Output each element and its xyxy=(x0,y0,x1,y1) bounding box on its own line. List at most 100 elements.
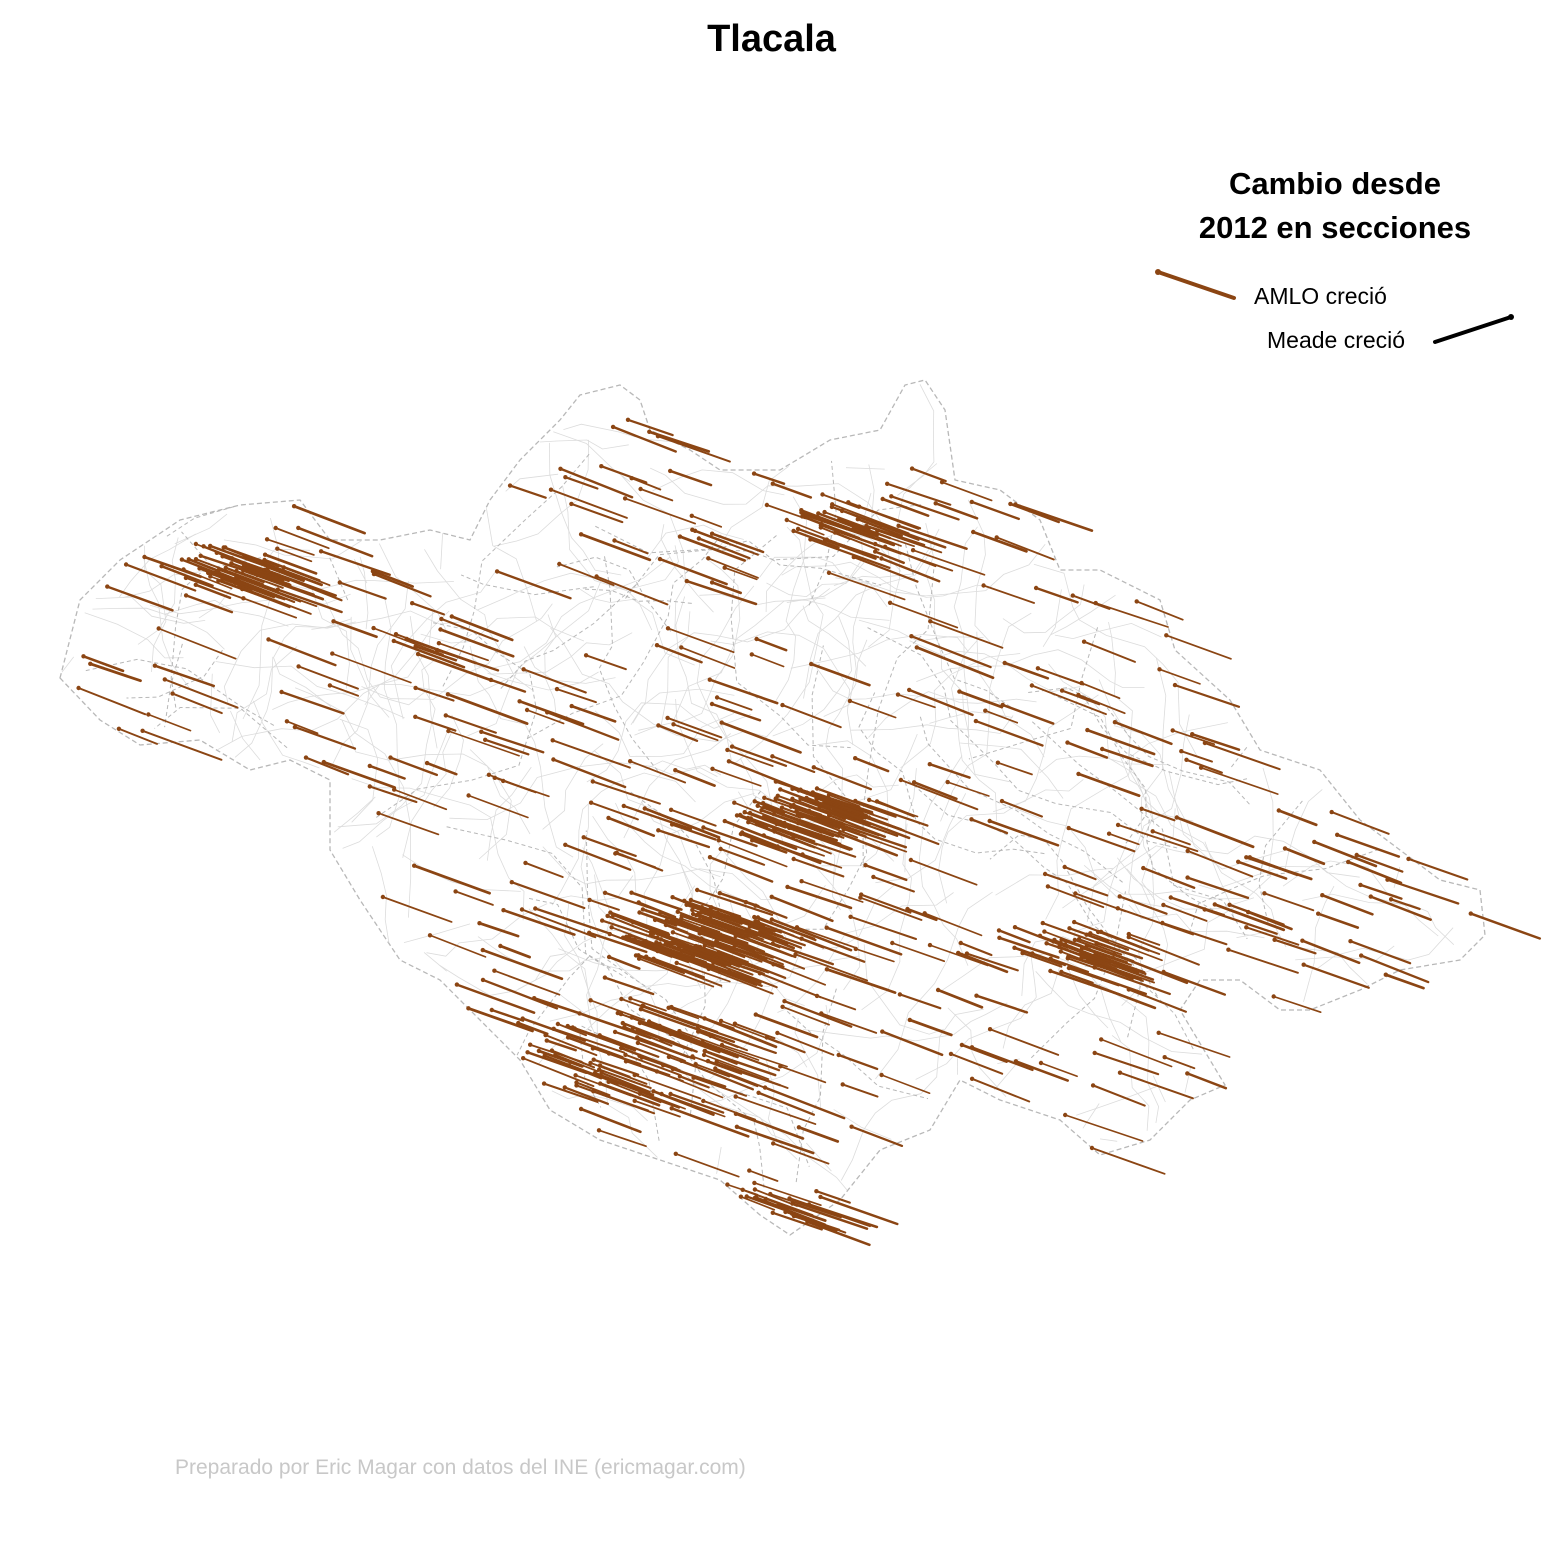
section-boundary xyxy=(1076,1087,1156,1116)
section-arrow-head xyxy=(735,916,739,920)
section-arrow-head xyxy=(1059,938,1063,942)
section-arrow xyxy=(860,898,921,920)
section-arrow-head xyxy=(1118,894,1122,898)
section-arrow-head xyxy=(756,915,760,919)
section-arrow xyxy=(873,877,914,892)
section-arrow xyxy=(962,1045,1007,1062)
section-boundary xyxy=(1043,589,1061,646)
section-boundary xyxy=(941,613,1032,821)
section-arrow-head xyxy=(628,996,632,1000)
section-boundary xyxy=(553,432,630,482)
section-arrow-head xyxy=(304,755,308,759)
section-arrow-head xyxy=(775,844,779,848)
section-arrow-head xyxy=(752,1181,756,1185)
section-arrow xyxy=(277,549,311,562)
section-arrow-head xyxy=(466,1006,470,1010)
section-arrow xyxy=(165,679,238,707)
municipal-boundary xyxy=(557,557,671,631)
section-arrow xyxy=(821,1013,876,1033)
section-arrow-head xyxy=(626,418,630,422)
legend-title: Cambio desde 2012 en secciones xyxy=(1170,162,1500,250)
section-arrow xyxy=(526,863,563,877)
section-arrow-head xyxy=(816,511,820,515)
section-arrow-head xyxy=(1244,925,1248,929)
section-arrow xyxy=(641,489,673,500)
section-arrow-head xyxy=(611,425,615,429)
section-arrow xyxy=(535,909,609,934)
section-arrow xyxy=(672,1007,734,1028)
section-boundary xyxy=(587,703,751,782)
section-arrow-head xyxy=(523,861,527,865)
section-arrow xyxy=(721,849,764,865)
section-arrow-head xyxy=(1135,599,1139,603)
section-arrow-head xyxy=(671,722,675,726)
section-arrow-head xyxy=(1116,823,1120,827)
section-arrow-head xyxy=(776,794,780,798)
section-boundary xyxy=(993,695,1098,812)
section-boundary xyxy=(424,952,447,971)
section-arrow-head xyxy=(1179,749,1183,753)
section-arrow-head xyxy=(727,929,731,933)
section-arrow-head xyxy=(1020,951,1024,955)
section-arrow-head xyxy=(563,843,567,847)
section-arrow-head xyxy=(157,626,161,630)
section-arrow-head xyxy=(372,572,376,576)
section-arrow-head xyxy=(635,1035,639,1039)
section-arrow-head xyxy=(671,930,675,934)
section-arrow-head xyxy=(693,529,697,533)
section-arrow-head xyxy=(825,926,829,930)
municipal-boundary xyxy=(585,589,692,603)
section-boundary xyxy=(699,594,889,620)
section-arrow-head xyxy=(756,920,760,924)
section-arrow xyxy=(1409,859,1468,880)
section-arrow-head xyxy=(880,1029,884,1033)
section-arrow-head xyxy=(748,924,752,928)
section-arrow-head xyxy=(780,806,784,810)
section-boundary xyxy=(1318,928,1454,969)
section-arrow-head xyxy=(587,898,591,902)
section-arrow-head xyxy=(707,967,711,971)
section-arrow xyxy=(414,866,489,894)
section-arrow-head xyxy=(739,832,743,836)
section-arrow-head xyxy=(827,571,831,575)
section-arrow-head xyxy=(428,933,432,937)
section-arrow-head xyxy=(521,667,525,671)
section-boundary xyxy=(224,622,355,704)
section-arrow-head xyxy=(799,879,803,883)
section-arrow-head xyxy=(780,1005,784,1009)
section-arrow-head xyxy=(592,1058,596,1062)
section-arrow xyxy=(591,1000,645,1020)
section-arrow-head xyxy=(694,913,698,917)
section-arrow xyxy=(973,532,1026,551)
section-arrow-head xyxy=(747,1168,751,1172)
section-arrow xyxy=(90,664,140,681)
section-arrow-head xyxy=(771,482,775,486)
section-arrows xyxy=(76,418,1539,1245)
section-arrow-head xyxy=(988,1027,992,1031)
section-arrow-head xyxy=(1013,502,1017,506)
section-arrow-head xyxy=(720,1043,724,1047)
section-arrow-head xyxy=(368,764,372,768)
section-boundary xyxy=(243,518,280,719)
section-arrow-head xyxy=(791,529,795,533)
section-arrow-head xyxy=(76,686,80,690)
section-arrow-head xyxy=(194,542,198,546)
section-arrow-head xyxy=(608,932,612,936)
section-arrow-head xyxy=(695,888,699,892)
section-arrow xyxy=(1079,774,1140,796)
section-arrow-head xyxy=(105,584,109,588)
section-boundary xyxy=(404,924,470,943)
section-arrow-head xyxy=(675,961,679,965)
section-arrow-head xyxy=(117,727,121,731)
section-arrow-head xyxy=(1116,906,1120,910)
section-arrow-head xyxy=(1163,1055,1167,1059)
credit-note: Preparado por Eric Magar con datos del I… xyxy=(175,1456,746,1480)
section-boundary xyxy=(554,876,633,901)
section-arrow-head xyxy=(889,494,893,498)
section-arrow-head xyxy=(629,891,633,895)
section-arrow-head xyxy=(612,538,616,542)
section-arrow-head xyxy=(1169,895,1173,899)
section-arrow-head xyxy=(790,787,794,791)
section-arrow-head xyxy=(756,804,760,808)
section-arrow-head xyxy=(727,759,731,763)
